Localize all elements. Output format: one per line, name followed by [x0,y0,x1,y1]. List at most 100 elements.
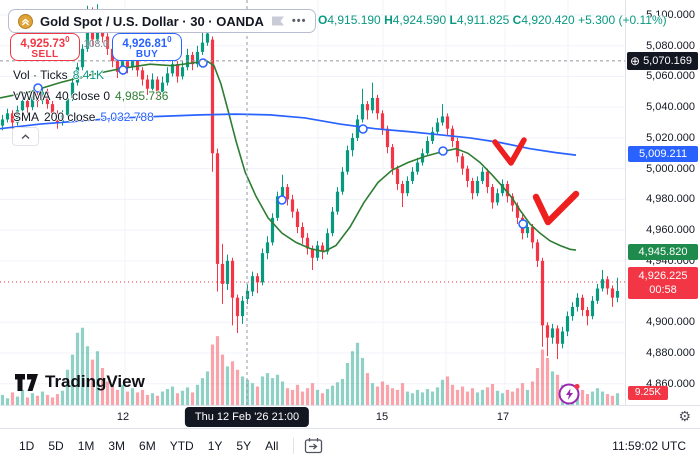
candle-body[interactable] [460,156,465,169]
candle-body[interactable] [615,290,620,298]
candle-body[interactable] [75,67,80,83]
line-handle[interactable] [277,195,287,205]
candle-body[interactable] [475,180,480,194]
candle-body[interactable] [80,48,85,68]
candle-body[interactable] [580,297,585,310]
candle-body[interactable] [45,91,50,105]
candle-body[interactable] [215,153,220,264]
candle-body[interactable] [70,82,75,98]
price-axis[interactable]: ⊕ 5,070.169 5,009.211 4,945.820 4,926.22… [625,0,700,405]
candle-body[interactable] [320,245,325,252]
candle-body[interactable] [195,51,200,65]
legend-collapse-button[interactable] [12,127,39,146]
red-check-2[interactable] [532,190,580,226]
line-handle[interactable] [33,83,43,93]
candle-body[interactable] [565,316,570,332]
candle-body[interactable] [585,309,590,317]
buy-button[interactable]: 4,926.810 BUY [112,33,182,61]
candle-body[interactable] [15,110,20,123]
candle-body[interactable] [260,253,265,283]
candle-body[interactable] [65,97,70,115]
sell-button[interactable]: 4,925.730 SELL [10,33,80,61]
candle-body[interactable] [335,191,340,212]
candle-body[interactable] [430,131,435,141]
candle-body[interactable] [600,279,605,289]
candle-body[interactable] [140,70,145,80]
candle-body[interactable] [275,196,280,218]
candle-body[interactable] [220,263,225,284]
vwma-line[interactable] [0,60,577,253]
range-button-6m[interactable]: 6M [139,438,156,453]
candle-body[interactable] [240,300,245,317]
candle-body[interactable] [25,101,30,108]
candle-body[interactable] [595,288,600,301]
candle-body[interactable] [490,187,495,203]
candle-body[interactable] [415,162,420,172]
range-button-1m[interactable]: 1M [77,438,95,453]
candle-body[interactable] [495,193,500,203]
candle-body[interactable] [450,128,455,141]
candle-body[interactable] [535,242,540,261]
tradingview-logo[interactable]: TradingView [14,372,145,392]
candle-body[interactable] [170,64,175,74]
candle-body[interactable] [340,171,345,192]
candle-body[interactable] [375,97,380,114]
candle-body[interactable] [390,147,395,169]
candle-body[interactable] [505,184,510,197]
timezone-clock[interactable]: 11:59:02 UTC [612,438,686,453]
candle-body[interactable] [590,300,595,317]
candle-body[interactable] [290,199,295,212]
candle-body[interactable] [20,101,25,111]
range-button-all[interactable]: All [265,438,279,453]
candle-body[interactable] [230,260,235,298]
candle-body[interactable] [425,140,430,154]
candle-body[interactable] [560,331,565,344]
candle-body[interactable] [480,171,485,181]
candle-body[interactable] [255,276,260,283]
candle-body[interactable] [470,180,475,194]
candle-body[interactable] [510,196,515,206]
red-check-1[interactable] [492,137,527,166]
gear-icon[interactable]: ⚙ [678,408,691,424]
candle-body[interactable] [30,94,35,108]
candle-body[interactable] [265,242,270,254]
candle-body[interactable] [150,79,155,89]
candle-body[interactable] [555,328,560,344]
candle-body[interactable] [130,58,135,68]
candle-body[interactable] [90,30,95,40]
line-handle[interactable] [518,219,528,229]
candle-body[interactable] [125,61,130,68]
candle-body[interactable] [400,184,405,194]
candle-body[interactable] [515,205,520,218]
sma-line[interactable] [0,113,577,156]
line-handle[interactable] [118,65,128,75]
candle-body[interactable] [550,328,555,338]
candle-body[interactable] [485,171,490,188]
candle-body[interactable] [295,211,300,228]
candle-body[interactable] [570,306,575,317]
candle-body[interactable] [175,64,180,77]
range-button-3m[interactable]: 3M [108,438,126,453]
candle-body[interactable] [385,128,390,148]
candle-body[interactable] [235,297,240,317]
candle-body[interactable] [370,97,375,111]
candle-body[interactable] [575,297,580,307]
line-handle[interactable] [198,58,208,68]
range-button-1d[interactable]: 1D [19,438,35,453]
candle-body[interactable] [445,116,450,129]
candle-body[interactable] [190,54,195,65]
candle-body[interactable] [115,61,120,72]
candle-body[interactable] [315,245,320,258]
candle-body[interactable] [160,82,165,92]
line-handle[interactable] [358,124,368,134]
candle-body[interactable] [205,33,210,43]
candle-body[interactable] [60,114,65,123]
candle-body[interactable] [465,168,470,181]
candle-body[interactable] [105,36,110,49]
candle-body[interactable] [360,104,365,120]
candle-body[interactable] [410,171,415,181]
chart-pane[interactable]: Gold Spot / U.S. Dollar · 30 · OANDA •••… [0,0,667,405]
candle-body[interactable] [165,73,170,83]
candle-body[interactable] [610,288,615,298]
go-to-date-button[interactable] [302,435,325,456]
